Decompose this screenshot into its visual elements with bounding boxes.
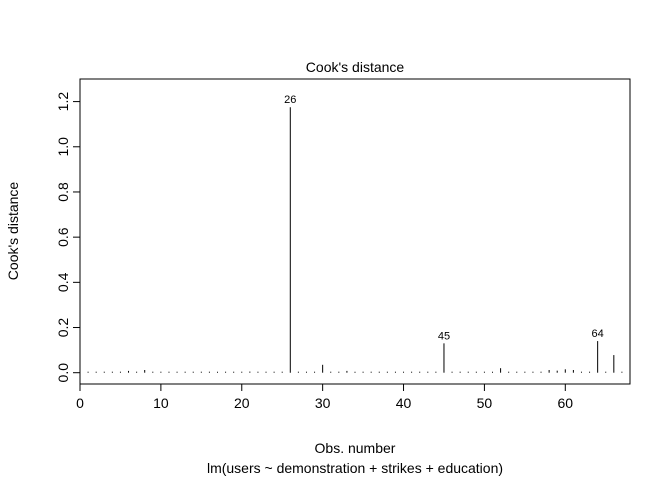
cooks-distance-spikes	[87, 107, 623, 373]
x-tick-label: 20	[234, 395, 250, 411]
y-tick-label: 0.6	[55, 227, 71, 247]
x-tick-label: 50	[477, 395, 493, 411]
y-axis: 0.0 0.2 0.4 0.6 0.8 1.0 1.2	[55, 92, 81, 383]
x-tick-label: 60	[558, 395, 574, 411]
outlier-labels: 26 45 64	[284, 94, 604, 342]
x-tick-label: 10	[153, 395, 169, 411]
y-tick-label: 0.2	[55, 318, 71, 338]
x-tick-label: 0	[76, 395, 84, 411]
y-tick-label: 0.8	[55, 182, 71, 202]
x-tick-label: 30	[315, 395, 331, 411]
model-formula-subtitle: lm(users ~ demonstration + strikes + edu…	[207, 460, 503, 476]
x-axis-label: Obs. number	[315, 440, 396, 456]
y-tick-label: 1.0	[55, 137, 71, 157]
x-tick-label: 40	[396, 395, 412, 411]
observation-label: 64	[592, 328, 604, 340]
y-axis-label: Cook's distance	[5, 182, 21, 281]
y-tick-label: 0.4	[55, 272, 71, 292]
observation-label: 45	[438, 330, 450, 342]
y-tick-label: 0.0	[55, 363, 71, 383]
plot-frame	[79, 78, 631, 385]
x-axis: 0 10 20 30 40 50 60	[76, 383, 574, 411]
chart-title: Cook's distance	[306, 59, 405, 75]
observation-label: 26	[284, 94, 296, 106]
y-tick-label: 1.2	[55, 92, 71, 112]
